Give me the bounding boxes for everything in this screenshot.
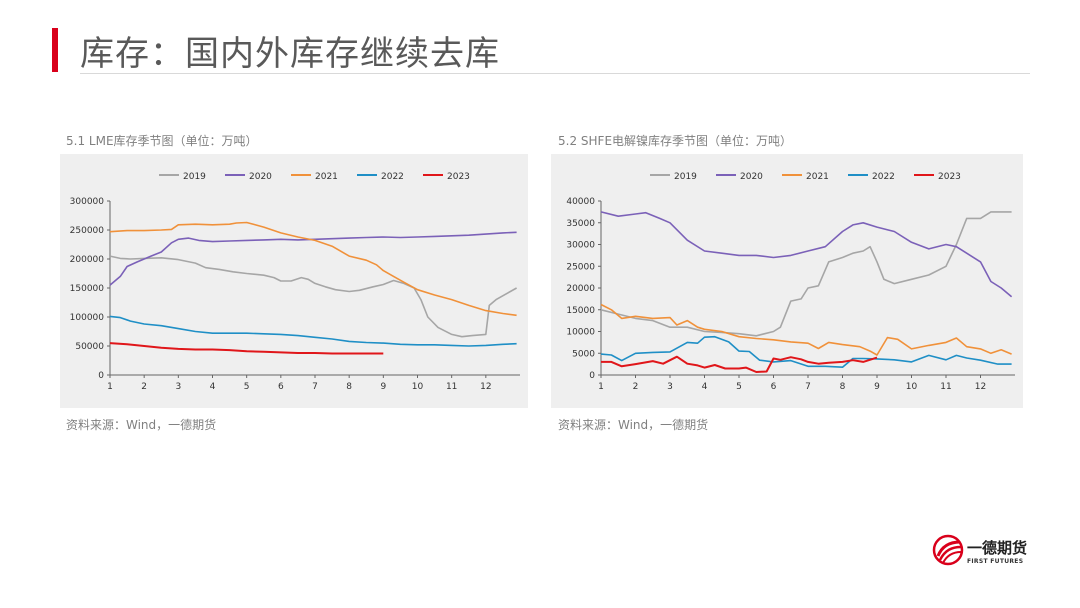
legend-label-2020: 2020 xyxy=(740,172,763,182)
y-tick-label: 20000 xyxy=(566,284,595,294)
y-tick-label: 15000 xyxy=(566,306,595,316)
y-tick-label: 100000 xyxy=(70,313,105,323)
title-accent-bar xyxy=(52,28,58,72)
series-line-2019 xyxy=(600,211,1012,337)
series-line-2022 xyxy=(109,315,517,347)
title-divider xyxy=(80,73,1030,74)
logo-subtitle: FIRST FUTURES xyxy=(967,558,1024,565)
x-tick-label: 5 xyxy=(736,382,742,392)
x-tick-label: 5 xyxy=(244,382,250,392)
company-logo: 一德期货 FIRST FUTURES xyxy=(932,534,1042,574)
chart-panel-lme: 0 50000 100000 150000 200000 250000 300000 1 2 3 4… xyxy=(60,154,528,408)
x-tick-label: 3 xyxy=(667,382,673,392)
chart-panel-shfe: 0 5000 10000 15000 20000 25000 30000 35000 40000… xyxy=(551,154,1023,408)
series-line-2019 xyxy=(109,255,517,338)
y-tick-label: 0 xyxy=(98,371,104,381)
source-note-shfe: 资料来源：Wind，一德期货 xyxy=(558,418,709,432)
legend-label-2022: 2022 xyxy=(381,172,404,182)
page-title: 库存：国内外库存继续去库 xyxy=(80,34,500,74)
series-line-2020 xyxy=(600,211,1013,298)
y-tick-label: 35000 xyxy=(566,219,595,229)
x-tick-label: 11 xyxy=(940,382,951,392)
source-note-lme: 资料来源：Wind，一德期货 xyxy=(66,418,217,432)
x-tick-label: 7 xyxy=(312,382,318,392)
x-tick-label: 9 xyxy=(874,382,880,392)
logo-name: 一德期货 xyxy=(967,539,1028,557)
legend-label-2021: 2021 xyxy=(315,172,338,182)
legend-label-2019: 2019 xyxy=(674,172,697,182)
x-tick-label: 12 xyxy=(975,382,986,392)
x-tick-label: 8 xyxy=(346,382,352,392)
y-tick-label: 150000 xyxy=(70,284,105,294)
shfe-nickel-inventory-chart: 0 5000 10000 15000 20000 25000 30000 35000 40000… xyxy=(566,172,1015,392)
series-line-2023 xyxy=(601,355,878,373)
x-tick-label: 6 xyxy=(771,382,777,392)
x-tick-label: 11 xyxy=(446,382,457,392)
x-tick-label: 6 xyxy=(278,382,284,392)
y-tick-label: 10000 xyxy=(566,328,595,338)
legend-label-2021: 2021 xyxy=(806,172,829,182)
x-tick-label: 9 xyxy=(380,382,386,392)
y-tick-label: 50000 xyxy=(75,342,104,352)
chart-title-lme: 5.1 LME库存季节图（单位：万吨） xyxy=(66,134,258,148)
chart-title-shfe: 5.2 SHFE电解镍库存季节图（单位：万吨） xyxy=(558,134,793,148)
x-tick-label: 8 xyxy=(840,382,846,392)
series-line-2023 xyxy=(109,342,384,355)
y-tick-label: 250000 xyxy=(70,226,105,236)
x-tick-label: 10 xyxy=(412,382,424,392)
y-tick-label: 5000 xyxy=(572,349,595,359)
series-line-2021 xyxy=(109,221,517,317)
x-tick-label: 4 xyxy=(702,382,708,392)
series-line-2020 xyxy=(109,231,517,286)
x-tick-label: 1 xyxy=(107,382,113,392)
y-tick-label: 0 xyxy=(589,371,595,381)
legend-label-2019: 2019 xyxy=(183,172,206,182)
y-tick-label: 40000 xyxy=(566,197,595,207)
x-tick-label: 4 xyxy=(210,382,216,392)
legend-label-2023: 2023 xyxy=(938,172,961,182)
x-tick-label: 2 xyxy=(633,382,639,392)
legend-label-2022: 2022 xyxy=(872,172,895,182)
y-tick-label: 300000 xyxy=(70,197,105,207)
y-tick-label: 25000 xyxy=(566,262,595,272)
x-tick-label: 2 xyxy=(141,382,147,392)
x-tick-label: 1 xyxy=(598,382,604,392)
legend-label-2023: 2023 xyxy=(447,172,470,182)
series-line-2022 xyxy=(600,335,1012,368)
x-tick-label: 7 xyxy=(805,382,811,392)
y-tick-label: 200000 xyxy=(70,255,105,265)
x-tick-label: 12 xyxy=(480,382,491,392)
first-futures-logo-icon xyxy=(932,534,964,566)
y-tick-label: 30000 xyxy=(566,241,595,251)
x-tick-label: 3 xyxy=(175,382,181,392)
legend-label-2020: 2020 xyxy=(249,172,272,182)
series-line-2021 xyxy=(600,303,1012,356)
x-tick-label: 10 xyxy=(906,382,918,392)
